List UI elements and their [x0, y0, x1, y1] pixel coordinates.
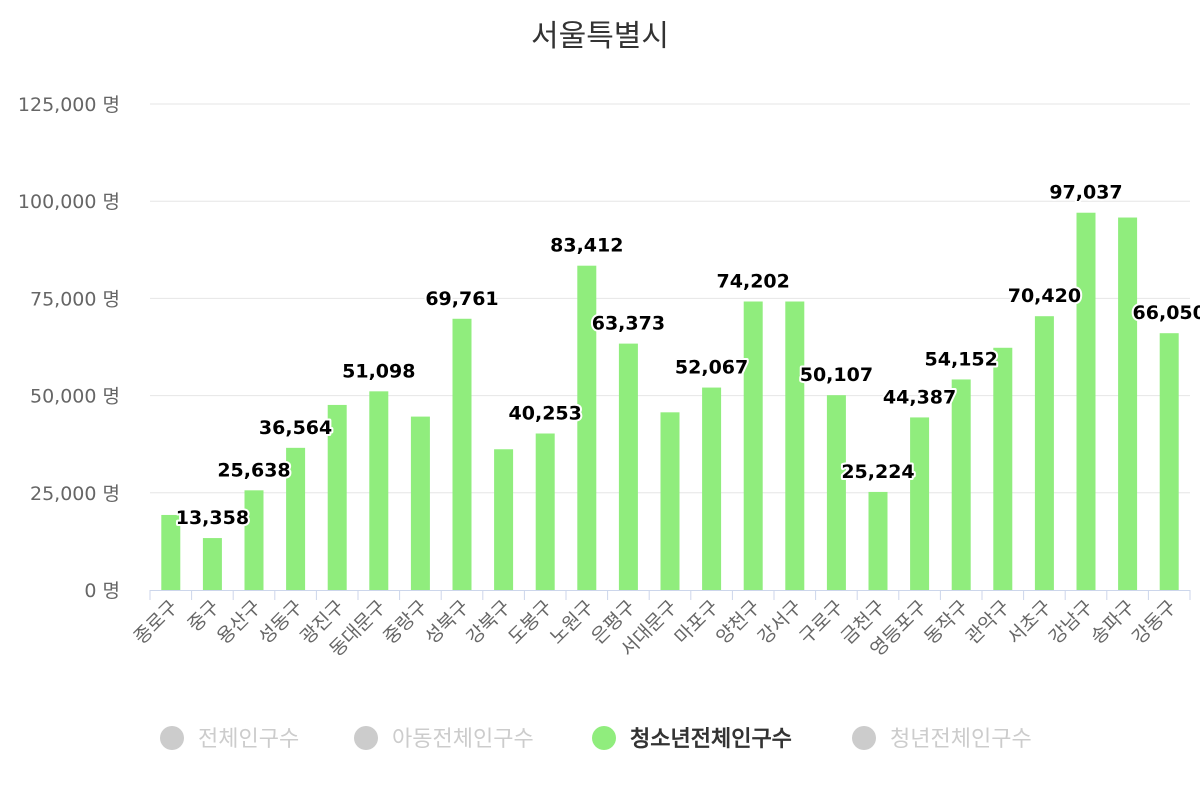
legend-item[interactable]: 아동전체인구수: [354, 726, 534, 752]
x-tick-label: 중랑구: [379, 596, 432, 649]
y-tick-label: 75,000 명: [30, 288, 120, 310]
data-label: 51,098: [342, 360, 415, 382]
data-label: 44,387: [883, 386, 956, 408]
bar-중랑구: [410, 416, 430, 590]
x-tick-label: 동작구: [920, 596, 973, 649]
legend-label: 청소년전체인구수: [630, 727, 792, 752]
x-tick-label: 용산구: [213, 596, 266, 649]
bar-용산구: [244, 490, 264, 590]
y-axis-ticks: 0 명 25,000 명 50,000 명 75,000 명 100,000 명 125,…: [18, 94, 120, 602]
bar-송파구: [1118, 217, 1138, 590]
bar-강동구: [1159, 333, 1179, 590]
legend-marker: [592, 726, 616, 750]
x-tick-label: 서초구: [1003, 596, 1056, 649]
bar-동대문구: [369, 391, 389, 590]
bar-강남구: [1076, 212, 1096, 590]
x-axis: [149, 590, 1191, 600]
bar-은평구: [618, 343, 638, 590]
data-label: 70,420: [1008, 285, 1081, 307]
bar-노원구: [577, 265, 597, 590]
bar-성동구: [286, 447, 306, 590]
legend-item[interactable]: 청소년전체인구수: [592, 726, 792, 752]
data-label: 63,373: [592, 313, 665, 335]
bar-마포구: [702, 387, 722, 590]
x-tick-label: 노원구: [546, 596, 599, 649]
legend-marker: [354, 726, 378, 750]
x-tick-label: 도봉구: [504, 596, 557, 649]
data-label: 54,152: [925, 348, 998, 370]
bar-양천구: [743, 301, 763, 590]
bar-구로구: [826, 395, 846, 590]
bar-서대문구: [660, 412, 680, 590]
y-tick-label: 0 명: [84, 580, 120, 602]
bar-종로구: [161, 514, 181, 590]
x-tick-label: 강남구: [1045, 596, 1098, 649]
legend-marker: [160, 726, 184, 750]
bar-중구: [202, 538, 222, 590]
x-axis-ticks: 종로구 중구용산구성동구광진구동대문구중랑구성북구강북구도봉구노원구은평구서대문구…: [130, 596, 1181, 661]
data-label: 97,037: [1049, 182, 1122, 204]
data-label: 74,202: [717, 271, 790, 293]
x-tick-label: 구로구: [795, 596, 848, 649]
y-tick-label: 25,000 명: [30, 483, 120, 505]
x-tick-label: 양천구: [712, 596, 765, 649]
grid-lines: [150, 103, 1190, 494]
bar-도봉구: [535, 433, 555, 590]
x-tick-label: 마포구: [670, 596, 723, 649]
legend-item[interactable]: 전체인구수: [160, 726, 299, 752]
x-tick-label: 종로구: [130, 596, 183, 649]
legend-label: 전체인구수: [198, 727, 299, 752]
chart-title: 서울특별시: [531, 19, 669, 54]
bar-강북구: [494, 449, 514, 590]
x-tick-label: 성동구: [254, 596, 307, 649]
data-label: 25,224: [841, 461, 914, 483]
bar-금천구: [868, 491, 888, 590]
x-tick-label: 강동구: [1128, 596, 1181, 649]
legend-item[interactable]: 청년전체인구수: [852, 726, 1032, 752]
data-label: 52,067: [675, 357, 748, 379]
bar-관악구: [993, 347, 1013, 590]
x-tick-label: 관악구: [962, 596, 1015, 649]
bar-성북구: [452, 318, 472, 590]
bar-동작구: [951, 379, 971, 590]
data-label: 25,638: [217, 459, 290, 481]
legend-label: 청년전체인구수: [890, 727, 1032, 752]
bar-강서구: [785, 301, 805, 590]
legend: 전체인구수 아동전체인구수 청소년전체인구수 청년전체인구수: [160, 726, 1032, 752]
legend-marker: [852, 726, 876, 750]
data-label: 69,761: [425, 288, 498, 310]
bars: [161, 212, 1179, 590]
y-tick-label: 100,000 명: [18, 191, 120, 213]
data-label: 13,358: [176, 507, 249, 529]
y-tick-label: 50,000 명: [30, 386, 120, 408]
x-tick-label: 성북구: [421, 596, 474, 649]
data-label: 50,107: [800, 364, 873, 386]
data-label: 66,050: [1133, 302, 1200, 324]
data-label: 40,253: [509, 402, 582, 424]
legend-label: 아동전체인구수: [392, 727, 534, 752]
bar-영등포구: [910, 417, 930, 590]
bar-광진구: [327, 404, 347, 590]
x-tick-label: 강서구: [754, 596, 807, 649]
data-labels: 13,358 25,638 36,564 51,098 69,761 40,253 83,4…: [174, 180, 1200, 531]
x-tick-label: 송파구: [1086, 596, 1139, 649]
data-label: 36,564: [259, 417, 332, 439]
y-tick-label: 125,000 명: [18, 94, 120, 116]
bar-서초구: [1034, 316, 1054, 590]
x-tick-label: 강북구: [462, 596, 515, 649]
data-label: 83,412: [550, 235, 623, 257]
